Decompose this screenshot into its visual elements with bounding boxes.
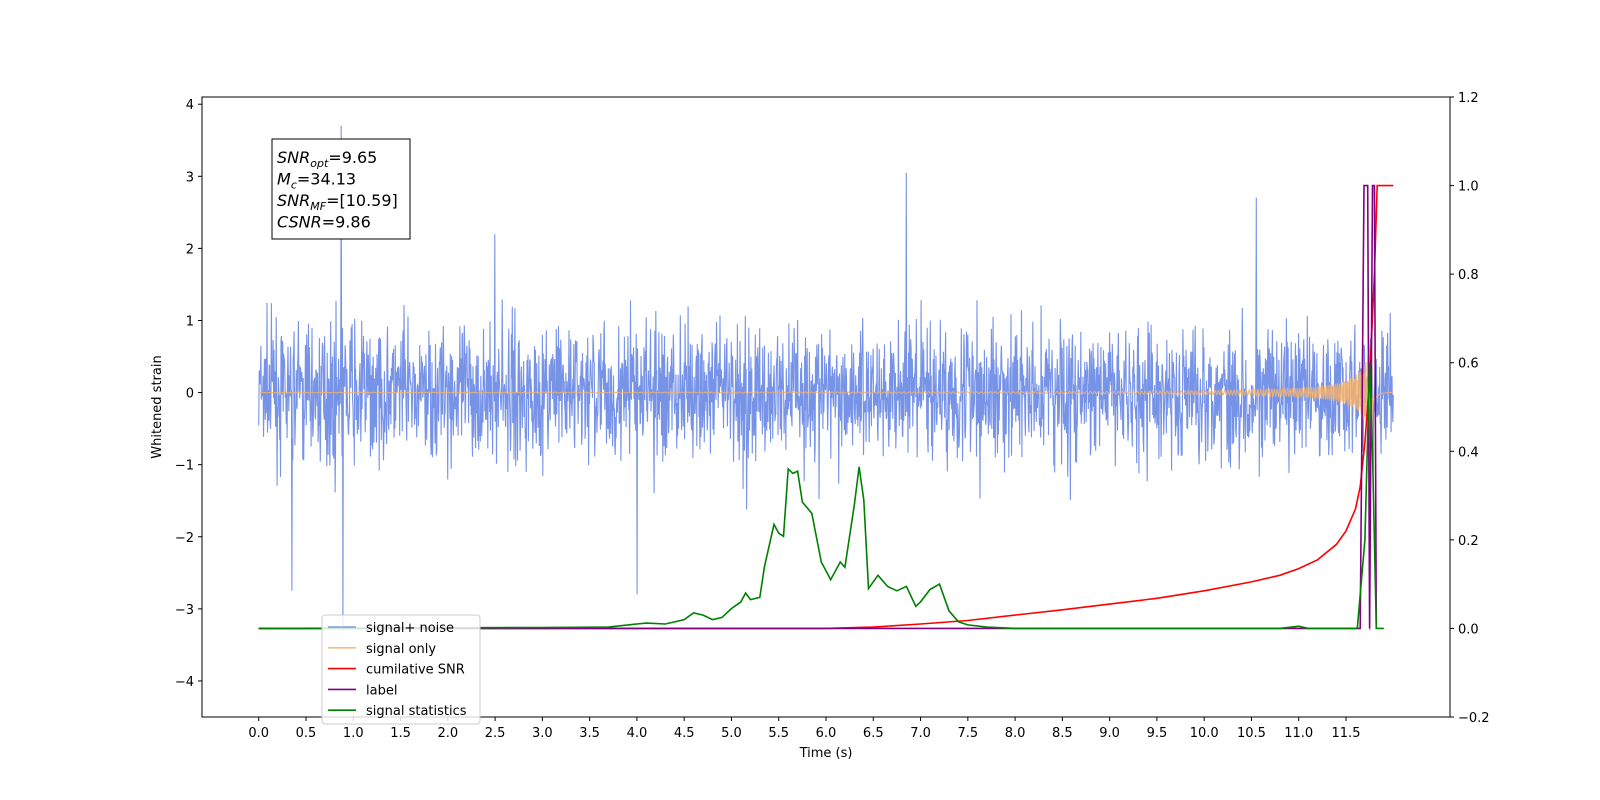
x-tick-label-18: 9.0 xyxy=(1099,726,1120,741)
stat-symbol: SNR xyxy=(277,191,310,210)
legend: signal+ noise signal only cumilative SNR la… xyxy=(321,614,481,725)
y-left-tick-label-7: −3 xyxy=(175,603,194,618)
axes-layer: 0.0 0.5 1.0 1.5 2.0 2.5 3.0 3.5 4.0 4.5 5.0 5.5 6.0 6… xyxy=(175,91,1490,741)
y-right-tick-label-3: 0.6 xyxy=(1458,357,1479,372)
x-tick-label-4: 2.0 xyxy=(437,726,458,741)
x-tick-label-15: 7.5 xyxy=(957,726,978,741)
stats-box-frame xyxy=(271,138,411,240)
x-tick-label-8: 4.0 xyxy=(627,726,648,741)
x-tick-label-10: 5.0 xyxy=(721,726,742,741)
x-tick-label-1: 0.5 xyxy=(296,726,317,741)
stat-subscript: c xyxy=(291,179,297,192)
legend-label-0: signal+ noise xyxy=(366,621,454,636)
x-tick-label-6: 3.0 xyxy=(532,726,553,741)
x-tick-label-13: 6.5 xyxy=(863,726,884,741)
y-left-tick-label-2: 2 xyxy=(186,242,194,257)
x-tick-label-23: 11.5 xyxy=(1332,726,1361,741)
y-right-tick-label-6: 0.0 xyxy=(1458,622,1479,637)
series-signal-noise xyxy=(258,125,1394,631)
stat-value: =34.13 xyxy=(297,170,356,189)
y-left-tick-label-8: −4 xyxy=(175,675,194,690)
x-tick-label-11: 5.5 xyxy=(768,726,789,741)
stat-symbol: CSNR xyxy=(277,213,322,232)
y-axis-label-left: Whitened strain xyxy=(150,355,165,458)
data-layer xyxy=(258,125,1394,631)
stat-line-1: Mc=34.13 xyxy=(277,170,356,192)
x-tick-label-12: 6.0 xyxy=(816,726,837,741)
stat-value: =9.65 xyxy=(328,148,377,167)
x-tick-label-9: 4.5 xyxy=(674,726,695,741)
stat-line-2: SNRMF=[10.59] xyxy=(277,191,398,213)
y-right-tick-label-7: −0.2 xyxy=(1458,711,1490,726)
x-tick-label-14: 7.0 xyxy=(910,726,931,741)
y-left-tick-label-1: 3 xyxy=(186,170,194,185)
y-left-tick-label-3: 1 xyxy=(186,314,194,329)
stat-value: =9.86 xyxy=(322,213,371,232)
stat-symbol: SNR xyxy=(277,148,310,167)
series-signal-statistics xyxy=(258,362,1384,630)
y-right-tick-label-4: 0.4 xyxy=(1458,445,1479,460)
y-right-tick-label-0: 1.2 xyxy=(1458,91,1479,106)
y-left-tick-label-5: −1 xyxy=(175,459,194,474)
x-tick-label-22: 11.0 xyxy=(1284,726,1313,741)
x-axis-label: Time (s) xyxy=(799,746,853,761)
legend-label-2: cumilative SNR xyxy=(366,663,465,678)
stat-subscript: MF xyxy=(310,200,326,213)
legend-label-1: signal only xyxy=(366,642,436,657)
stat-symbol: M xyxy=(277,170,291,189)
series-cumilative-snr xyxy=(258,184,1394,630)
x-tick-label-21: 10.5 xyxy=(1237,726,1266,741)
x-tick-label-17: 8.5 xyxy=(1052,726,1073,741)
x-tick-label-19: 9.5 xyxy=(1147,726,1168,741)
stats-box: SNRopt=9.65Mc=34.13SNRMF=[10.59]CSNR=9.8… xyxy=(271,138,411,240)
stat-line-0: SNRopt=9.65 xyxy=(277,148,377,170)
y-right-tick-label-1: 1.0 xyxy=(1458,180,1479,195)
x-tick-label-3: 1.5 xyxy=(390,726,411,741)
x-tick-label-0: 0.0 xyxy=(248,726,269,741)
y-right-tick-label-5: 0.2 xyxy=(1458,534,1479,549)
x-tick-label-5: 2.5 xyxy=(485,726,506,741)
legend-label-3: label xyxy=(366,683,397,698)
stat-line-3: CSNR=9.86 xyxy=(277,213,371,232)
x-tick-label-20: 10.0 xyxy=(1190,726,1219,741)
x-tick-label-16: 8.0 xyxy=(1005,726,1026,741)
x-tick-label-2: 1.0 xyxy=(343,726,364,741)
y-left-tick-label-4: 0 xyxy=(186,387,194,402)
stat-value: =[10.59] xyxy=(326,191,398,210)
legend-label-4: signal statistics xyxy=(366,704,467,719)
stat-subscript: opt xyxy=(310,157,329,170)
series-signal-only xyxy=(258,336,1394,441)
y-left-tick-label-6: −2 xyxy=(175,531,194,546)
legend-frame xyxy=(321,614,481,725)
y-right-tick-label-2: 0.8 xyxy=(1458,268,1479,283)
y-left-tick-label-0: 4 xyxy=(186,98,194,113)
x-tick-label-7: 3.5 xyxy=(579,726,600,741)
